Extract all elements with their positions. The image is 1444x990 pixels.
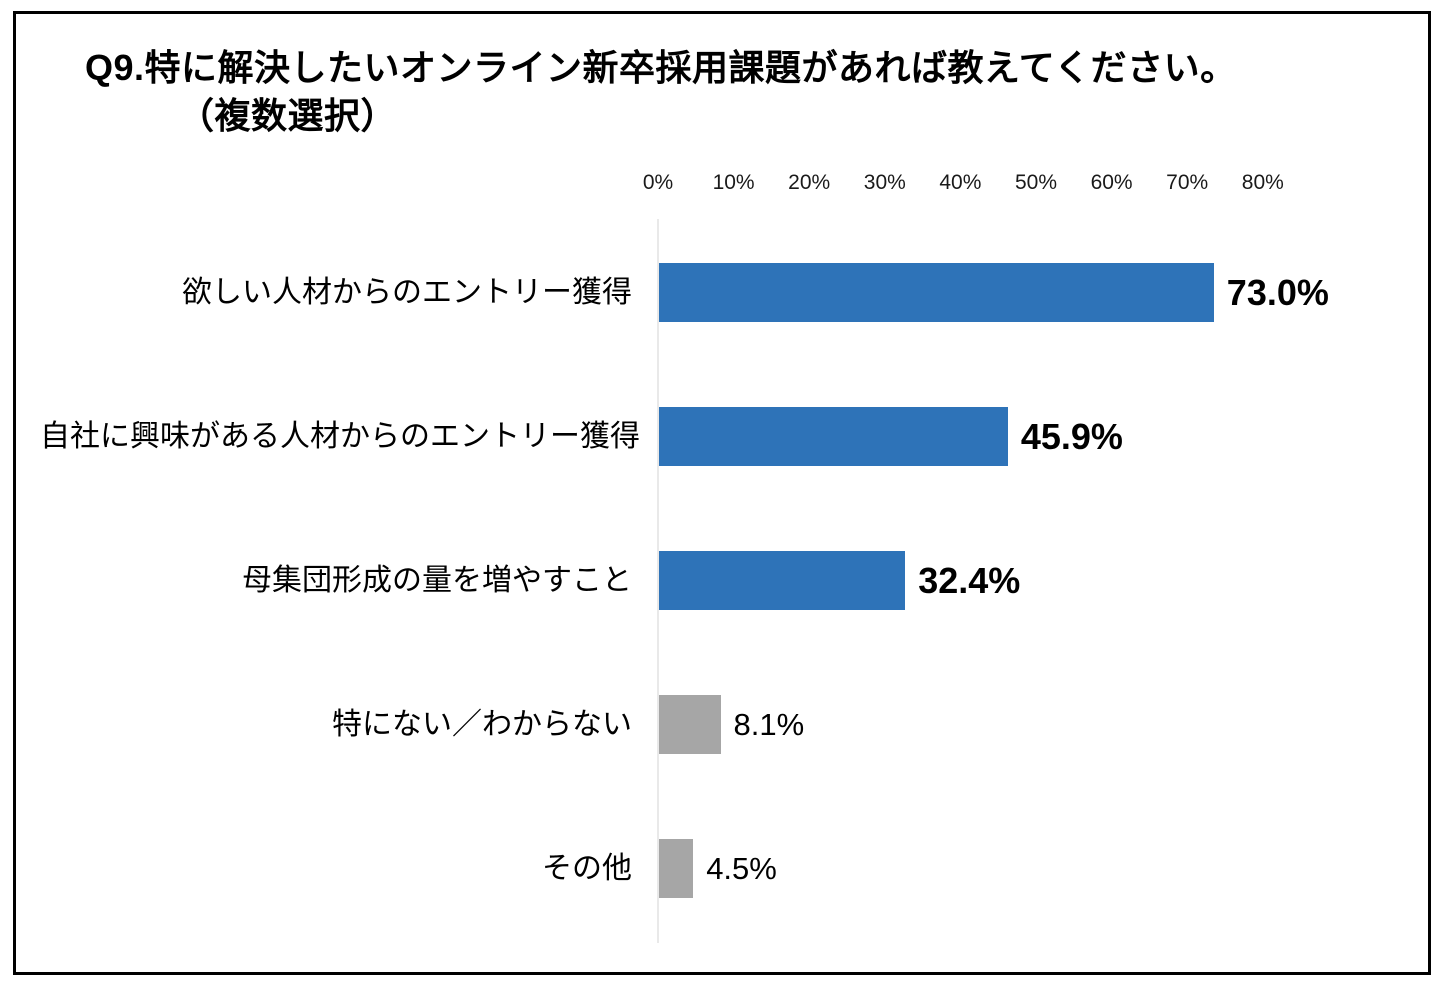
x-tick-label: 10% xyxy=(712,171,755,194)
bar xyxy=(659,407,1008,466)
chart-title-line1: Q9.特に解決したいオンライン新卒採用課題があれば教えてください。 xyxy=(85,47,1237,88)
bar xyxy=(659,551,906,610)
chart-title-line2: （複数選択） xyxy=(178,95,398,136)
value-label: 45.9% xyxy=(1020,415,1123,457)
category-label: 特にない／わからない xyxy=(332,707,632,741)
category-label: その他 xyxy=(542,851,632,885)
outer-border-frame xyxy=(13,11,1431,975)
value-label: 73.0% xyxy=(1226,271,1329,313)
bar xyxy=(659,695,721,754)
category-label: 母集団形成の量を増やすこと xyxy=(242,563,632,597)
bar xyxy=(659,839,694,898)
x-tick-label: 30% xyxy=(863,171,906,194)
category-label: 自社に興味がある人材からのエントリー獲得 xyxy=(40,419,640,453)
x-tick-label: 0% xyxy=(642,171,674,194)
bar xyxy=(659,263,1214,322)
category-label: 欲しい人材からのエントリー獲得 xyxy=(182,275,632,309)
value-label: 4.5% xyxy=(706,850,777,886)
chart-title: Q9.特に解決したいオンライン新卒採用課題があれば教えてください。 （複数選択） xyxy=(85,44,1237,140)
x-tick-label: 60% xyxy=(1090,171,1133,194)
value-label: 8.1% xyxy=(733,706,805,742)
x-tick-label: 80% xyxy=(1241,171,1284,194)
y-axis-line xyxy=(657,219,659,943)
x-tick-label: 50% xyxy=(1014,171,1058,194)
value-label: 32.4% xyxy=(918,559,1021,601)
x-tick-label: 70% xyxy=(1166,171,1209,194)
x-tick-label: 20% xyxy=(788,171,831,194)
x-tick-label: 40% xyxy=(939,171,982,194)
